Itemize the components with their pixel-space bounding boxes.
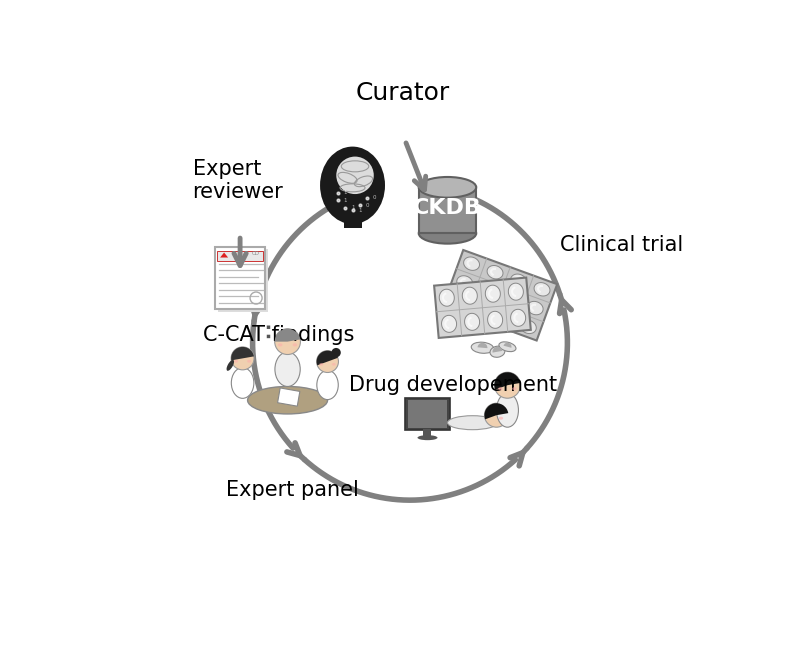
Text: 1: 1 bbox=[343, 198, 347, 203]
Ellipse shape bbox=[231, 367, 254, 398]
Text: Drug developement: Drug developement bbox=[350, 375, 558, 395]
Polygon shape bbox=[439, 289, 454, 306]
Text: Expert panel: Expert panel bbox=[226, 480, 359, 500]
Ellipse shape bbox=[498, 387, 502, 390]
Circle shape bbox=[485, 403, 509, 427]
Polygon shape bbox=[520, 320, 536, 334]
Text: 1: 1 bbox=[343, 190, 347, 195]
Polygon shape bbox=[442, 250, 557, 341]
Text: Curator: Curator bbox=[355, 81, 450, 105]
Ellipse shape bbox=[499, 342, 516, 352]
Text: 1: 1 bbox=[351, 205, 354, 210]
Ellipse shape bbox=[447, 416, 498, 430]
Polygon shape bbox=[465, 313, 479, 330]
Ellipse shape bbox=[275, 352, 300, 386]
Text: C-CAT findings: C-CAT findings bbox=[202, 325, 354, 345]
Wedge shape bbox=[493, 347, 502, 352]
Wedge shape bbox=[485, 403, 508, 419]
Polygon shape bbox=[527, 301, 543, 315]
Text: 0: 0 bbox=[373, 195, 376, 201]
Ellipse shape bbox=[247, 386, 327, 414]
Ellipse shape bbox=[278, 343, 282, 347]
Polygon shape bbox=[220, 252, 228, 258]
Circle shape bbox=[274, 329, 301, 354]
Polygon shape bbox=[486, 285, 500, 302]
Polygon shape bbox=[480, 284, 496, 298]
Bar bbox=[217, 251, 263, 260]
Polygon shape bbox=[510, 310, 526, 326]
Bar bbox=[418, 188, 476, 233]
Text: CD: CD bbox=[252, 251, 260, 256]
Wedge shape bbox=[274, 329, 300, 341]
Circle shape bbox=[331, 348, 341, 358]
Polygon shape bbox=[462, 288, 478, 304]
Wedge shape bbox=[503, 343, 511, 348]
Text: CKDB: CKDB bbox=[413, 199, 482, 218]
Polygon shape bbox=[510, 274, 526, 288]
Ellipse shape bbox=[512, 387, 517, 390]
Text: 1: 1 bbox=[358, 208, 362, 213]
Polygon shape bbox=[464, 257, 479, 271]
Ellipse shape bbox=[332, 363, 336, 365]
Text: 0: 0 bbox=[366, 202, 370, 208]
Ellipse shape bbox=[317, 371, 338, 400]
Text: Expert
reviewer: Expert reviewer bbox=[193, 159, 283, 202]
Ellipse shape bbox=[234, 360, 238, 363]
Text: Clinical trial: Clinical trial bbox=[560, 236, 683, 255]
Ellipse shape bbox=[418, 435, 438, 440]
Polygon shape bbox=[504, 293, 520, 306]
Polygon shape bbox=[508, 283, 523, 300]
Bar bbox=[278, 388, 300, 406]
Bar bbox=[405, 398, 450, 430]
Wedge shape bbox=[478, 343, 487, 348]
Ellipse shape bbox=[226, 360, 234, 371]
Ellipse shape bbox=[471, 342, 494, 353]
Bar bbox=[343, 202, 362, 228]
Wedge shape bbox=[494, 373, 520, 389]
Bar bbox=[215, 247, 265, 309]
Ellipse shape bbox=[490, 346, 505, 358]
Wedge shape bbox=[231, 347, 254, 360]
Ellipse shape bbox=[293, 343, 298, 347]
Polygon shape bbox=[474, 303, 490, 317]
Circle shape bbox=[317, 350, 338, 373]
Ellipse shape bbox=[497, 393, 518, 427]
Polygon shape bbox=[442, 315, 457, 332]
Ellipse shape bbox=[320, 147, 385, 224]
Ellipse shape bbox=[498, 417, 503, 420]
Bar bbox=[423, 429, 431, 437]
Bar bbox=[218, 249, 267, 312]
Ellipse shape bbox=[336, 156, 374, 194]
Ellipse shape bbox=[418, 177, 476, 198]
Polygon shape bbox=[434, 278, 530, 338]
Ellipse shape bbox=[418, 223, 476, 243]
Polygon shape bbox=[487, 312, 502, 328]
Ellipse shape bbox=[247, 360, 251, 363]
Polygon shape bbox=[534, 282, 550, 296]
Polygon shape bbox=[497, 312, 513, 325]
Circle shape bbox=[231, 347, 254, 370]
Polygon shape bbox=[450, 295, 466, 308]
Circle shape bbox=[494, 373, 521, 398]
Bar bbox=[407, 400, 447, 428]
Wedge shape bbox=[317, 350, 338, 365]
Polygon shape bbox=[457, 276, 473, 289]
Ellipse shape bbox=[319, 363, 323, 365]
Polygon shape bbox=[487, 265, 503, 279]
